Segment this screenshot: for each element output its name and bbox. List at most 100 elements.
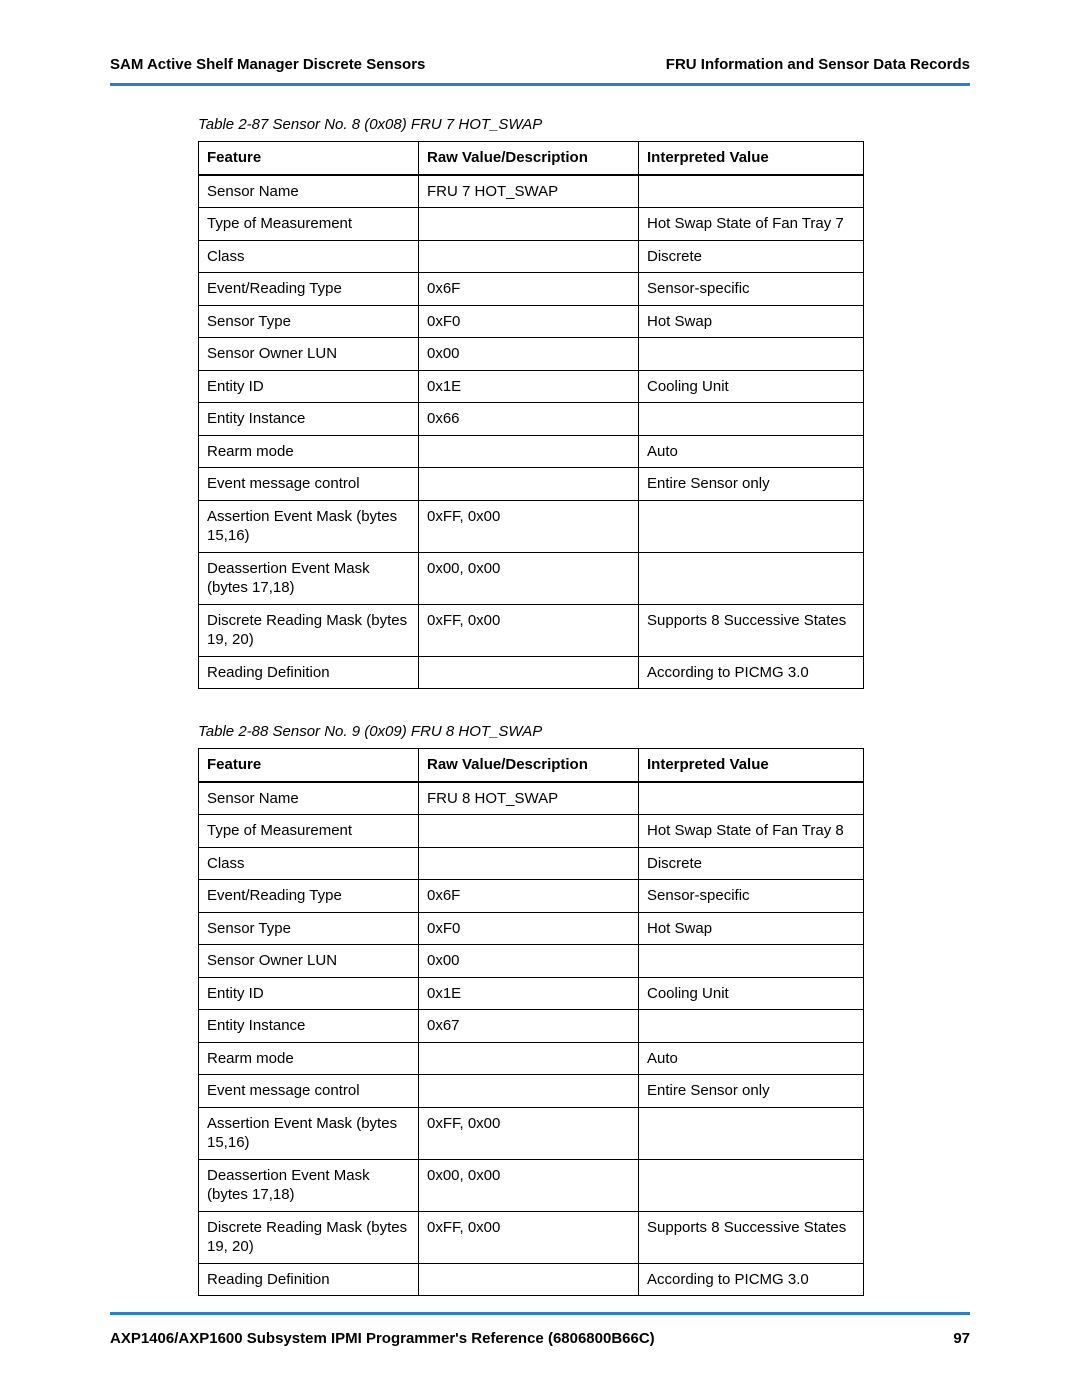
- page: SAM Active Shelf Manager Discrete Sensor…: [0, 0, 1080, 1397]
- table-row: Class Discrete: [199, 240, 864, 273]
- table-row: Type of Measurement Hot Swap State of Fan…: [199, 208, 864, 241]
- table-row: Rearm mode Auto: [199, 435, 864, 468]
- header-right: FRU Information and Sensor Data Records: [666, 56, 970, 73]
- table-cell: Class: [199, 847, 419, 880]
- table-row: Event/Reading Type0x6FSensor-specific: [199, 880, 864, 913]
- table-cell: Class: [199, 240, 419, 273]
- table-cell: Reading Definition: [199, 1263, 419, 1296]
- page-header: SAM Active Shelf Manager Discrete Sensor…: [110, 56, 970, 83]
- table-cell: [639, 1159, 864, 1211]
- table-cell: Rearm mode: [199, 1042, 419, 1075]
- table-row: Rearm mode Auto: [199, 1042, 864, 1075]
- table-cell: [639, 1107, 864, 1159]
- content-area: Table 2-87 Sensor No. 8 (0x08) FRU 7 HOT…: [110, 116, 970, 1296]
- footer-left: AXP1406/AXP1600 Subsystem IPMI Programme…: [110, 1330, 655, 1347]
- table-row: Sensor Type0xF0Hot Swap: [199, 305, 864, 338]
- table-cell: 0x00: [419, 945, 639, 978]
- table-cell: Sensor Owner LUN: [199, 945, 419, 978]
- table-cell: [419, 435, 639, 468]
- table-cell: Entity ID: [199, 977, 419, 1010]
- table-cell: Type of Measurement: [199, 208, 419, 241]
- table-cell: Sensor Name: [199, 175, 419, 208]
- table-cell: [419, 468, 639, 501]
- table-row: Assertion Event Mask (bytes 15,16)0xFF, …: [199, 1107, 864, 1159]
- header-rule: [110, 83, 970, 86]
- table-cell: Sensor Type: [199, 305, 419, 338]
- table-row: Event/Reading Type0x6FSensor-specific: [199, 273, 864, 306]
- table-cell: Discrete: [639, 847, 864, 880]
- table-row: Sensor NameFRU 7 HOT_SWAP: [199, 175, 864, 208]
- table-row: Deassertion Event Mask (bytes 17,18)0x00…: [199, 1159, 864, 1211]
- table-row: Event message control Entire Sensor only: [199, 1075, 864, 1108]
- table-header-row: Feature Raw Value/Description Interprete…: [199, 749, 864, 782]
- table-cell: Entity Instance: [199, 403, 419, 436]
- table-cell: 0xF0: [419, 912, 639, 945]
- footer-right: 97: [953, 1330, 970, 1347]
- table-cell: 0x00, 0x00: [419, 552, 639, 604]
- table-cell: 0x00: [419, 338, 639, 371]
- table-cell: [419, 208, 639, 241]
- table-cell: Hot Swap: [639, 305, 864, 338]
- table-cell: [419, 656, 639, 689]
- table-cell: 0x67: [419, 1010, 639, 1043]
- table-cell: 0xFF, 0x00: [419, 1211, 639, 1263]
- table-cell: 0x00, 0x00: [419, 1159, 639, 1211]
- table-cell: Cooling Unit: [639, 370, 864, 403]
- table-cell: [639, 1010, 864, 1043]
- table-cell: Sensor Type: [199, 912, 419, 945]
- table-header-row: Feature Raw Value/Description Interprete…: [199, 142, 864, 175]
- table-cell: Entire Sensor only: [639, 468, 864, 501]
- table-cell: [639, 782, 864, 815]
- table-cell: Discrete: [639, 240, 864, 273]
- table-row: Entity ID0x1ECooling Unit: [199, 977, 864, 1010]
- column-header: Interpreted Value: [639, 749, 864, 782]
- table-cell: [419, 1042, 639, 1075]
- table-row: Sensor Type0xF0Hot Swap: [199, 912, 864, 945]
- sensor-table: Feature Raw Value/Description Interprete…: [198, 141, 864, 689]
- table-cell: 0xFF, 0x00: [419, 604, 639, 656]
- column-header: Raw Value/Description: [419, 142, 639, 175]
- table-cell: Entire Sensor only: [639, 1075, 864, 1108]
- table-row: Type of MeasurementHot Swap State of Fan…: [199, 815, 864, 848]
- table-cell: Event/Reading Type: [199, 273, 419, 306]
- table-cell: [419, 240, 639, 273]
- header-left: SAM Active Shelf Manager Discrete Sensor…: [110, 56, 425, 73]
- table-cell: Auto: [639, 1042, 864, 1075]
- table-row: Assertion Event Mask (bytes 15,16)0xFF, …: [199, 500, 864, 552]
- table-cell: [639, 500, 864, 552]
- table-cell: Rearm mode: [199, 435, 419, 468]
- table-cell: Supports 8 Successive States: [639, 1211, 864, 1263]
- column-header: Feature: [199, 142, 419, 175]
- table-cell: 0x6F: [419, 880, 639, 913]
- table-row: Sensor Owner LUN0x00: [199, 338, 864, 371]
- table-row: Entity Instance0x66: [199, 403, 864, 436]
- table-cell: Event message control: [199, 1075, 419, 1108]
- table-row: Discrete Reading Mask (bytes 19, 20)0xFF…: [199, 604, 864, 656]
- table-cell: [639, 945, 864, 978]
- table-row: Event message controlEntire Sensor only: [199, 468, 864, 501]
- table-cell: According to PICMG 3.0: [639, 656, 864, 689]
- table-cell: [639, 338, 864, 371]
- page-footer: AXP1406/AXP1600 Subsystem IPMI Programme…: [110, 1330, 970, 1347]
- table-row: Entity Instance0x67: [199, 1010, 864, 1043]
- table-cell: Sensor Owner LUN: [199, 338, 419, 371]
- table-cell: 0x1E: [419, 977, 639, 1010]
- column-header: Raw Value/Description: [419, 749, 639, 782]
- column-header: Feature: [199, 749, 419, 782]
- table-cell: Entity ID: [199, 370, 419, 403]
- column-header: Interpreted Value: [639, 142, 864, 175]
- table-cell: [419, 847, 639, 880]
- table-cell: Auto: [639, 435, 864, 468]
- table-cell: 0x66: [419, 403, 639, 436]
- table-cell: 0xF0: [419, 305, 639, 338]
- table-cell: Deassertion Event Mask (bytes 17,18): [199, 1159, 419, 1211]
- table-cell: Hot Swap State of Fan Tray 7: [639, 208, 864, 241]
- table-cell: Event/Reading Type: [199, 880, 419, 913]
- table-row: Discrete Reading Mask (bytes 19, 20)0xFF…: [199, 1211, 864, 1263]
- table-cell: Assertion Event Mask (bytes 15,16): [199, 500, 419, 552]
- table-cell: Entity Instance: [199, 1010, 419, 1043]
- table-cell: FRU 8 HOT_SWAP: [419, 782, 639, 815]
- table-cell: 0x1E: [419, 370, 639, 403]
- table-caption: Table 2-87 Sensor No. 8 (0x08) FRU 7 HOT…: [198, 116, 970, 133]
- table-row: Deassertion Event Mask (bytes 17,18)0x00…: [199, 552, 864, 604]
